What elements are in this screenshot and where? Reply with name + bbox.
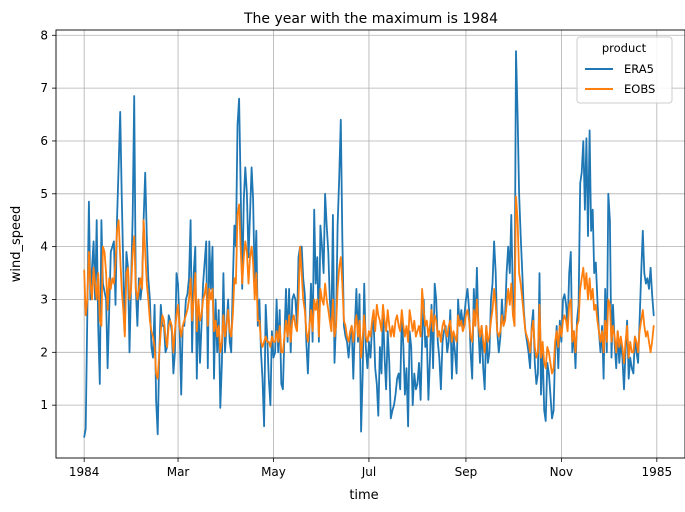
x-tick-label: 1985 [642,465,673,479]
x-tick-label: Nov [550,465,573,479]
legend-label-era5: ERA5 [624,62,654,76]
y-tick-label: 2 [40,345,48,359]
y-tick-label: 6 [40,134,48,148]
legend: product ERA5 EOBS [576,36,673,104]
x-tick-label: Mar [167,465,190,479]
legend-title: product [602,41,647,55]
x-axis-label: time [349,488,378,503]
y-tick-label: 3 [40,292,48,306]
plot-frame [55,29,685,459]
x-axis: 1984 Mar May Jul Sep Nov 1985 [69,458,672,479]
y-axis-label: wind_speed [9,206,24,283]
x-tick-label: Sep [455,465,478,479]
series-line-eobs [83,195,655,380]
chart-title: The year with the maximum is 1984 [243,11,498,27]
legend-box [576,36,673,104]
y-tick-label: 1 [40,398,48,412]
y-tick-label: 7 [40,81,48,95]
y-tick-label: 4 [40,240,48,254]
y-tick-label: 5 [40,187,48,201]
x-tick-label: May [261,465,286,479]
legend-label-eobs: EOBS [624,82,655,96]
series-layer [83,50,655,438]
x-tick-label: Jul [361,465,376,479]
x-tick-label: 1984 [69,465,100,479]
series-line-era5 [83,50,655,438]
y-tick-label: 8 [40,28,48,42]
y-axis: 1 2 3 4 5 6 7 8 [40,28,56,412]
